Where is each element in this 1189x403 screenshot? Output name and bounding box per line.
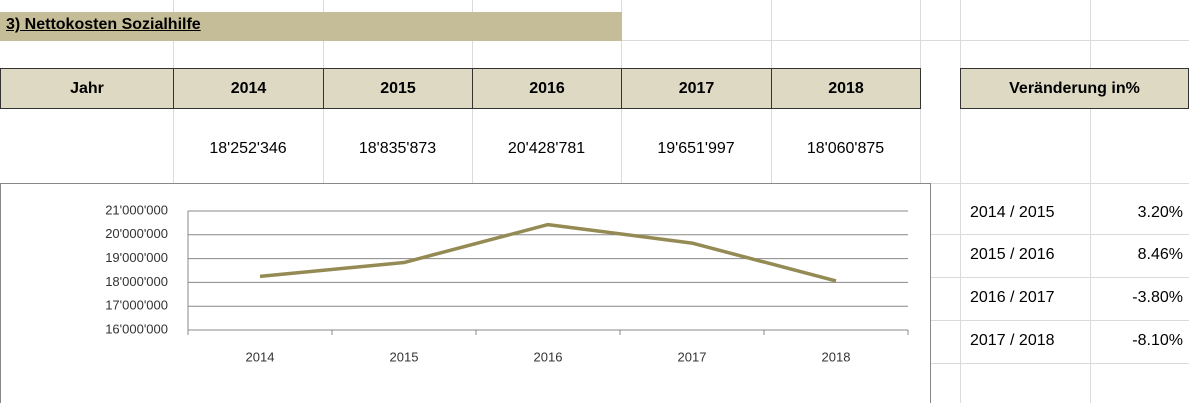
table-header: 2016	[472, 68, 622, 109]
y-tick-label: 21'000'000	[105, 202, 168, 217]
y-tick-label: 19'000'000	[105, 250, 168, 265]
data-line	[259, 222, 837, 283]
table-value: 20'428'781	[507, 140, 586, 157]
table-header: 2018	[771, 68, 921, 109]
x-tick-label: 2017	[678, 349, 707, 364]
table-value: 18'835'873	[358, 140, 437, 157]
y-tick-label: 17'000'000	[105, 298, 168, 313]
changes-header: Veränderung in%	[960, 68, 1189, 109]
table-header: Jahr	[0, 68, 174, 109]
x-tick-label: 2014	[246, 349, 275, 364]
table-header: 2017	[621, 68, 772, 109]
change-period: 2017 / 2018	[970, 332, 1055, 349]
table-value: 19'651'997	[657, 140, 735, 157]
chart-frame	[0, 183, 931, 403]
change-period: 2016 / 2017	[970, 289, 1055, 306]
change-value: 3.20%	[1137, 204, 1183, 221]
y-tick-label: 20'000'000	[105, 226, 168, 241]
y-tick-label: 18'000'000	[105, 274, 168, 289]
table-header: 2015	[323, 68, 473, 109]
change-period: 2014 / 2015	[970, 204, 1055, 221]
y-tick-label: 16'000'000	[105, 321, 168, 336]
change-value: -8.10%	[1132, 332, 1183, 349]
change-period: 2015 / 2016	[970, 246, 1055, 263]
chart: 16'000'000 17'000'000 18'000'000 19'000'000…	[0, 183, 931, 403]
section-title: 3) Nettokosten Sozialhilfe	[0, 12, 622, 41]
change-value: -3.80%	[1132, 289, 1183, 306]
x-tick-label: 2015	[390, 349, 419, 364]
table-value: 18'060'875	[806, 140, 885, 157]
x-tick-label: 2018	[822, 349, 851, 364]
x-tick-label: 2016	[534, 349, 563, 364]
table-header: 2014	[173, 68, 324, 109]
table-value: 18'252'346	[209, 140, 287, 157]
change-value: 8.46%	[1137, 246, 1183, 263]
